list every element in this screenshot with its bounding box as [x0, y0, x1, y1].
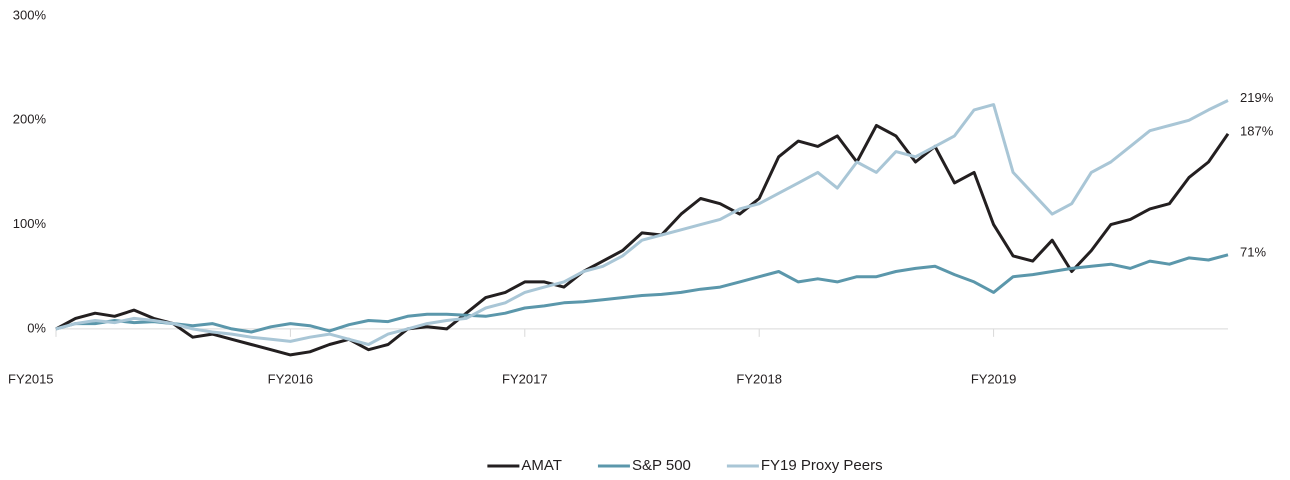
legend-label: S&P 500 [632, 457, 691, 474]
legend-label: FY19 Proxy Peers [761, 457, 883, 474]
series-line [55, 99, 1229, 346]
x-tick-label: FY2019 [971, 371, 1017, 386]
y-tick-label: 0% [27, 320, 46, 335]
y-tick-label: 100% [13, 216, 47, 231]
series-line [55, 253, 1229, 334]
y-tick-label: 300% [13, 7, 47, 22]
end-label: 71% [1240, 244, 1266, 259]
x-tick-label: FY2017 [502, 371, 548, 386]
x-tick-label: FY2016 [268, 371, 314, 386]
end-label: 187% [1240, 123, 1274, 138]
series-line [55, 124, 1230, 357]
end-label: 219% [1240, 90, 1274, 105]
x-tick-label: FY2015 [8, 371, 54, 386]
x-tick-label: FY2018 [736, 371, 782, 386]
y-tick-label: 200% [13, 112, 47, 127]
legend-label: AMAT [521, 457, 562, 474]
